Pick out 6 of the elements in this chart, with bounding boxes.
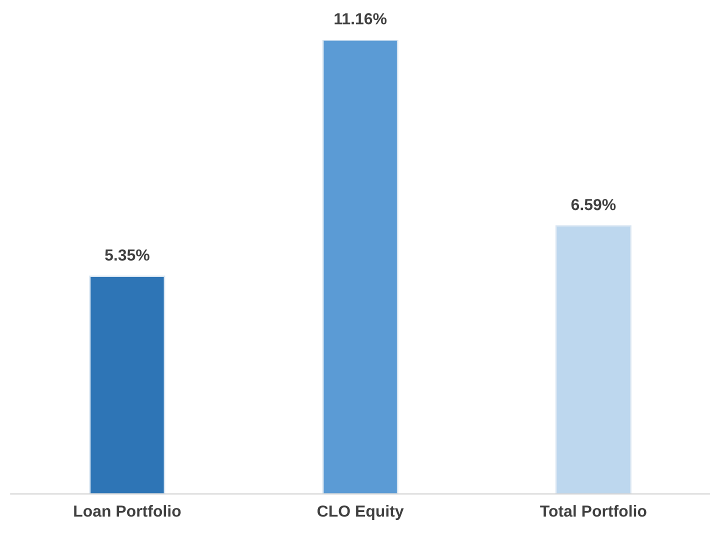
data-label: 6.59% xyxy=(571,198,616,210)
x-tick-label: CLO Equity xyxy=(318,505,404,520)
x-tick-label: Total Portfolio xyxy=(540,505,646,517)
data-label: 5.35% xyxy=(105,249,150,261)
data-label: 11.16% xyxy=(334,13,387,24)
x-tick-label: Loan Portfolio xyxy=(74,505,181,517)
